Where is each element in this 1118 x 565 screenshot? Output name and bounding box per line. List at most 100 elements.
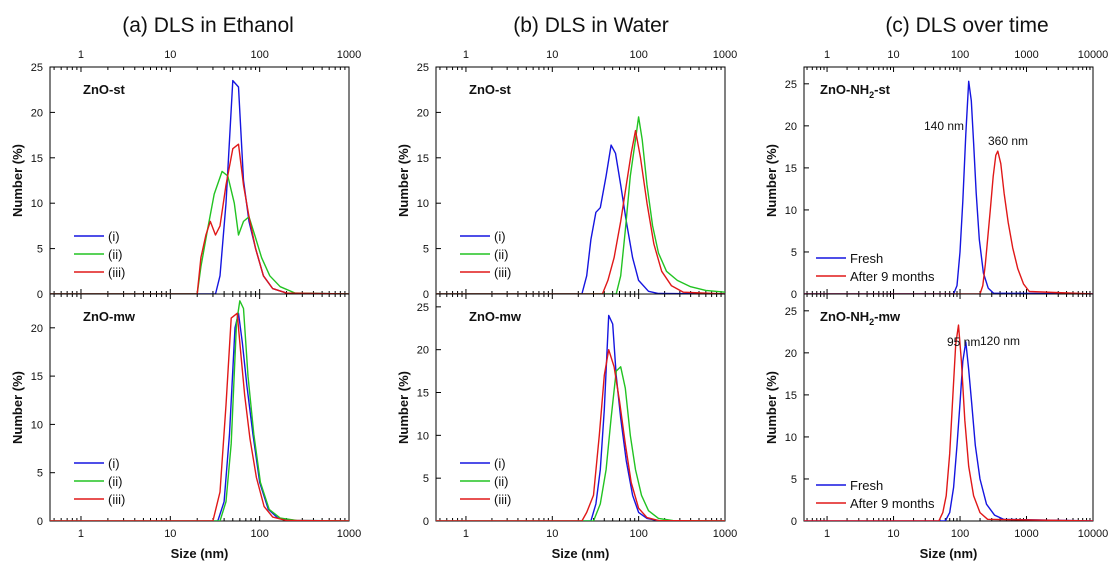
legend-label: (iii) [108, 265, 125, 280]
plot-frame [49, 293, 350, 522]
x-tick-label: 10000 [1078, 528, 1109, 540]
y-tick-label: 0 [791, 289, 797, 301]
sample-label-suffix: -mw [874, 309, 901, 324]
y-tick-label: 5 [423, 244, 429, 256]
x-tick-label-top: 10 [546, 49, 558, 61]
subplot-a-top: 0 5 10 15 20 25 Number (%) ZnO-st (i) (ii) (iii) 1 1… [10, 49, 361, 301]
y-tick-label: 15 [785, 390, 797, 402]
x-tick-label-top: 10000 [1078, 49, 1109, 61]
series-line-blue [436, 314, 725, 521]
y-tick-label: 20 [785, 121, 797, 133]
series-line-red [804, 150, 1093, 294]
legend-label: After 9 months [850, 269, 935, 284]
x-tick-label: 1 [824, 528, 830, 540]
x-tick-label-top: 1 [824, 49, 830, 61]
x-tick-label: 1000 [1014, 528, 1038, 540]
y-axis-label: Number (%) [396, 144, 411, 217]
x-tick-label-top: 1 [463, 49, 469, 61]
x-tick-label-top: 1000 [713, 49, 737, 61]
x-tick-label-top: 1000 [1014, 49, 1038, 61]
sample-label-main: ZnO-NH [820, 309, 869, 324]
y-tick-label: 5 [423, 473, 429, 485]
y-axis-label: Number (%) [764, 144, 779, 217]
y-tick-label: 20 [417, 345, 429, 357]
legend-label: (ii) [108, 247, 122, 262]
x-tick-label-top: 1 [78, 49, 84, 61]
x-tick-label-top: 1000 [337, 49, 361, 61]
plot-frame [803, 293, 1094, 522]
y-tick-label: 5 [37, 468, 43, 480]
x-tick-label-top: 10 [164, 49, 176, 61]
y-axis-label: Number (%) [764, 371, 779, 444]
peak-annotation: 95 nm [947, 335, 980, 349]
y-tick-label: 15 [417, 153, 429, 165]
y-tick-label: 0 [37, 516, 43, 528]
y-tick-label: 25 [785, 79, 797, 91]
y-tick-label: 10 [417, 430, 429, 442]
x-tick-label: 1000 [337, 528, 361, 540]
y-tick-label: 0 [423, 516, 429, 528]
peak-annotation: 360 nm [988, 134, 1028, 148]
sample-label-main: ZnO-NH [820, 82, 869, 97]
sample-label-subscript: 2 [869, 90, 874, 100]
series-line-blue [804, 80, 1093, 294]
y-tick-label: 20 [31, 107, 43, 119]
y-tick-label: 10 [31, 419, 43, 431]
y-axis-label: Number (%) [10, 144, 25, 217]
legend-label: (iii) [108, 492, 125, 507]
y-tick-label: 0 [423, 289, 429, 301]
legend-label: (iii) [494, 265, 511, 280]
x-tick-label: 10 [887, 528, 899, 540]
x-tick-label: 10 [546, 528, 558, 540]
y-tick-label: 5 [791, 474, 797, 486]
y-tick-label: 15 [785, 163, 797, 175]
panel-c-title: (c) DLS over time [885, 14, 1048, 37]
y-tick-label: 15 [417, 388, 429, 400]
y-tick-label: 5 [791, 247, 797, 259]
series-line-blue [50, 312, 349, 521]
x-tick-label: 100 [250, 528, 268, 540]
plot-frame [49, 66, 350, 295]
series-line-blue [804, 341, 1093, 521]
series-line-green [436, 116, 725, 294]
y-tick-label: 0 [37, 289, 43, 301]
y-tick-label: 5 [37, 244, 43, 256]
sample-label: ZnO-mw [469, 309, 522, 324]
sample-label-subscript: 2 [869, 317, 874, 327]
series-line-red [50, 312, 349, 521]
legend-label: (i) [108, 456, 120, 471]
y-tick-label: 0 [791, 516, 797, 528]
plot-frame [435, 293, 726, 522]
panel-b-title: (b) DLS in Water [513, 14, 669, 37]
x-axis-label: Size (nm) [552, 546, 610, 561]
y-tick-label: 25 [417, 302, 429, 314]
y-tick-label: 10 [417, 198, 429, 210]
legend-label: (ii) [494, 474, 508, 489]
legend-label: Fresh [850, 251, 883, 266]
series-line-blue [50, 79, 349, 294]
series-line-red [436, 349, 725, 521]
y-tick-label: 10 [785, 205, 797, 217]
series-line-green [50, 300, 349, 521]
y-tick-label: 25 [31, 62, 43, 74]
plot-frame [803, 66, 1094, 295]
legend-label: After 9 months [850, 496, 935, 511]
y-tick-label: 20 [785, 348, 797, 360]
y-tick-label: 20 [417, 107, 429, 119]
y-tick-label: 15 [31, 153, 43, 165]
y-tick-label: 25 [417, 62, 429, 74]
x-tick-label-top: 100 [629, 49, 647, 61]
x-axis-label: Size (nm) [171, 546, 229, 561]
y-axis-label: Number (%) [10, 371, 25, 444]
x-tick-label: 10 [164, 528, 176, 540]
y-tick-label: 20 [31, 323, 43, 335]
series-line-red [50, 143, 349, 294]
series-line-red [804, 324, 1093, 521]
legend-label: Fresh [850, 478, 883, 493]
series-line-blue [436, 144, 725, 294]
subplot-a-bottom: 0 5 10 15 20 Number (%) ZnO-mw (i) (ii) (iii) 1 10 1… [10, 293, 361, 561]
subplot-c-top: 0 5 10 15 20 25 Number (%) ZnO-NH2-st Fresh After… [764, 49, 1108, 301]
x-tick-label: 1 [463, 528, 469, 540]
sample-label: ZnO-st [469, 82, 512, 97]
